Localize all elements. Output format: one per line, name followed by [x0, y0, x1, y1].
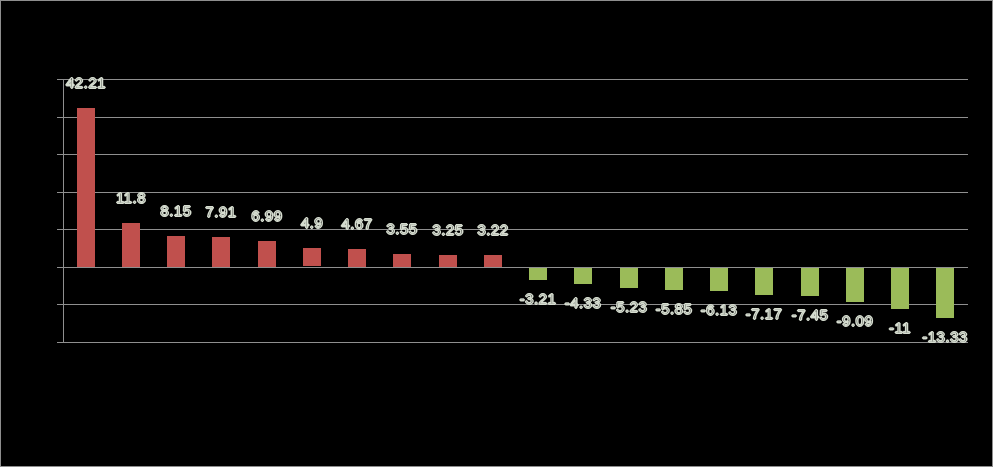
bar-data-label-11: -3.21 — [519, 291, 557, 309]
bar-13[interactable] — [620, 268, 638, 288]
bar-data-label-20: -13.33 — [922, 329, 968, 347]
bar-18[interactable] — [846, 268, 864, 302]
bar-10[interactable] — [484, 255, 502, 267]
bar-data-label-15: -6.13 — [700, 302, 738, 320]
gridline-10 — [57, 229, 968, 230]
bar-5[interactable] — [258, 241, 276, 267]
bar-7[interactable] — [348, 249, 366, 267]
gridline-30 — [57, 154, 968, 155]
bar-data-label-9: 3.25 — [432, 222, 464, 240]
y-axis-line — [63, 79, 64, 342]
bar-data-label-14: -5.85 — [655, 301, 693, 319]
gridline-40 — [57, 117, 968, 118]
bar-data-label-1: 42.21 — [65, 75, 107, 93]
bar-data-label-17: -7.45 — [791, 307, 829, 325]
bar-3[interactable] — [167, 236, 185, 267]
bar-8[interactable] — [393, 254, 411, 267]
bar-data-label-16: -7.17 — [745, 306, 783, 324]
bar-6[interactable] — [303, 248, 321, 266]
bar-19[interactable] — [891, 268, 909, 309]
gridline-50 — [57, 79, 968, 80]
bar-data-label-4: 7.91 — [205, 204, 237, 222]
bar-17[interactable] — [801, 268, 819, 296]
bar-1[interactable] — [77, 108, 95, 267]
bar-4[interactable] — [212, 237, 230, 267]
bar-data-label-8: 3.55 — [386, 221, 418, 239]
bar-14[interactable] — [665, 268, 683, 290]
bar-12[interactable] — [574, 268, 592, 284]
bar-data-label-10: 3.22 — [477, 222, 509, 240]
bar-data-label-3: 8.15 — [160, 203, 192, 221]
gridline-20 — [57, 192, 968, 193]
bar-20[interactable] — [936, 268, 954, 318]
bar-data-label-5: 6.99 — [251, 208, 283, 226]
bar-data-label-12: -4.33 — [564, 295, 602, 313]
bar-data-label-6: 4.9 — [300, 215, 324, 233]
bar-15[interactable] — [710, 268, 728, 291]
bar-2[interactable] — [122, 223, 140, 267]
bar-data-label-2: 11.8 — [115, 190, 147, 208]
bar-data-label-18: -9.09 — [836, 313, 874, 331]
bar-16[interactable] — [755, 268, 773, 295]
gridline--10 — [57, 304, 968, 305]
bar-9[interactable] — [439, 255, 457, 267]
gridline-0 — [57, 267, 968, 268]
bar-data-label-13: -5.23 — [610, 299, 648, 317]
bar-11[interactable] — [529, 268, 547, 280]
bar-data-label-7: 4.67 — [341, 216, 373, 234]
gridline--20 — [57, 342, 968, 343]
bar-data-label-19: -11 — [888, 320, 912, 338]
